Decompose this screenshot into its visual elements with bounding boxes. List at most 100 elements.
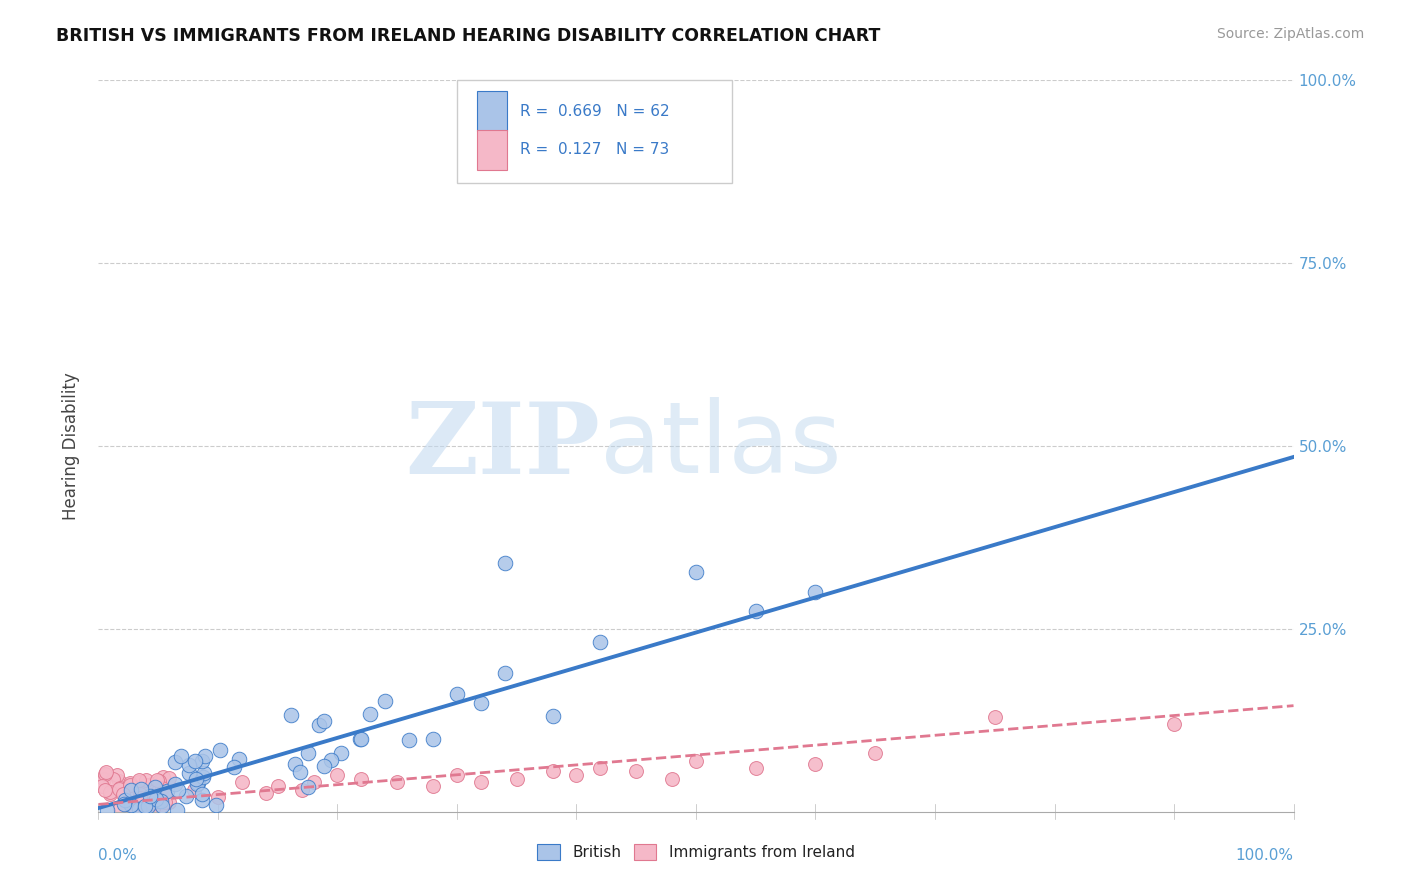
Y-axis label: Hearing Disability: Hearing Disability xyxy=(62,372,80,520)
Point xyxy=(191,754,214,768)
Point xyxy=(128,798,150,813)
Point xyxy=(108,780,131,795)
Point xyxy=(98,785,121,799)
Point xyxy=(128,802,150,816)
Point xyxy=(128,772,150,787)
Point xyxy=(135,778,157,792)
Point xyxy=(186,772,208,786)
Point xyxy=(349,732,371,747)
Text: BRITISH VS IMMIGRANTS FROM IRELAND HEARING DISABILITY CORRELATION CHART: BRITISH VS IMMIGRANTS FROM IRELAND HEARI… xyxy=(56,27,880,45)
Point xyxy=(94,767,117,781)
Point xyxy=(118,785,141,799)
Point xyxy=(254,787,277,801)
Point xyxy=(186,776,208,790)
Point xyxy=(118,776,141,790)
Point xyxy=(120,789,142,803)
Point xyxy=(150,794,173,808)
Point xyxy=(120,797,142,812)
Point xyxy=(422,732,444,747)
Point xyxy=(205,797,228,812)
Point xyxy=(745,604,768,618)
Point xyxy=(177,757,200,772)
Text: R =  0.127   N = 73: R = 0.127 N = 73 xyxy=(520,142,669,157)
Point xyxy=(141,796,163,810)
Bar xyxy=(477,91,508,131)
Point xyxy=(865,746,887,760)
Point xyxy=(110,800,132,814)
Point xyxy=(129,782,152,797)
Point xyxy=(494,556,516,570)
Point xyxy=(145,800,167,814)
Point xyxy=(685,565,707,579)
Point xyxy=(506,772,529,786)
Point xyxy=(541,709,564,723)
Point xyxy=(134,799,156,814)
Point xyxy=(145,791,167,805)
Point xyxy=(183,782,205,797)
Point xyxy=(290,765,312,780)
Point xyxy=(302,775,325,789)
Point xyxy=(745,761,768,775)
Point xyxy=(96,803,118,817)
Point xyxy=(146,772,169,787)
Point xyxy=(96,764,118,779)
Point xyxy=(804,584,827,599)
Text: R =  0.669   N = 62: R = 0.669 N = 62 xyxy=(520,103,669,119)
Point xyxy=(359,706,381,721)
Point xyxy=(167,782,190,797)
Point xyxy=(138,799,160,814)
Point xyxy=(191,787,214,801)
Point xyxy=(984,709,1007,723)
Point xyxy=(191,770,214,784)
Point xyxy=(291,782,314,797)
Point xyxy=(194,749,217,764)
Point xyxy=(170,749,193,764)
Point xyxy=(120,783,142,797)
Point xyxy=(1163,717,1185,731)
Point xyxy=(157,796,180,810)
Point xyxy=(127,781,149,796)
Point xyxy=(314,758,336,772)
Point xyxy=(115,797,138,812)
Point xyxy=(297,747,319,761)
Point xyxy=(446,768,468,782)
Point xyxy=(329,746,352,760)
Point xyxy=(118,778,141,792)
Point xyxy=(804,757,827,772)
Point xyxy=(138,802,160,816)
Text: Source: ZipAtlas.com: Source: ZipAtlas.com xyxy=(1216,27,1364,41)
Point xyxy=(128,790,150,805)
Point xyxy=(350,772,373,786)
Point xyxy=(193,766,215,780)
Point xyxy=(231,775,253,789)
Point xyxy=(446,687,468,701)
Point xyxy=(166,803,188,817)
Point xyxy=(114,793,136,807)
Point xyxy=(142,801,165,815)
Point xyxy=(148,794,170,808)
Point xyxy=(565,768,588,782)
Point xyxy=(93,772,115,786)
Point xyxy=(93,783,115,797)
Point xyxy=(139,788,162,802)
Point xyxy=(135,773,157,788)
Legend: British, Immigrants from Ireland: British, Immigrants from Ireland xyxy=(531,838,860,866)
Point xyxy=(157,772,180,786)
Point xyxy=(150,798,173,813)
Point xyxy=(143,780,166,794)
Point xyxy=(280,707,302,722)
Point xyxy=(98,787,121,801)
Point xyxy=(152,770,174,784)
Point xyxy=(141,777,163,791)
Point xyxy=(105,768,128,782)
Point xyxy=(312,714,335,729)
Bar xyxy=(477,130,508,170)
Point xyxy=(374,694,396,708)
Point xyxy=(297,780,319,794)
Point xyxy=(626,764,648,779)
Point xyxy=(207,790,229,805)
Point xyxy=(350,731,373,746)
Point xyxy=(422,779,444,793)
Point xyxy=(174,789,197,804)
Point xyxy=(129,787,152,801)
